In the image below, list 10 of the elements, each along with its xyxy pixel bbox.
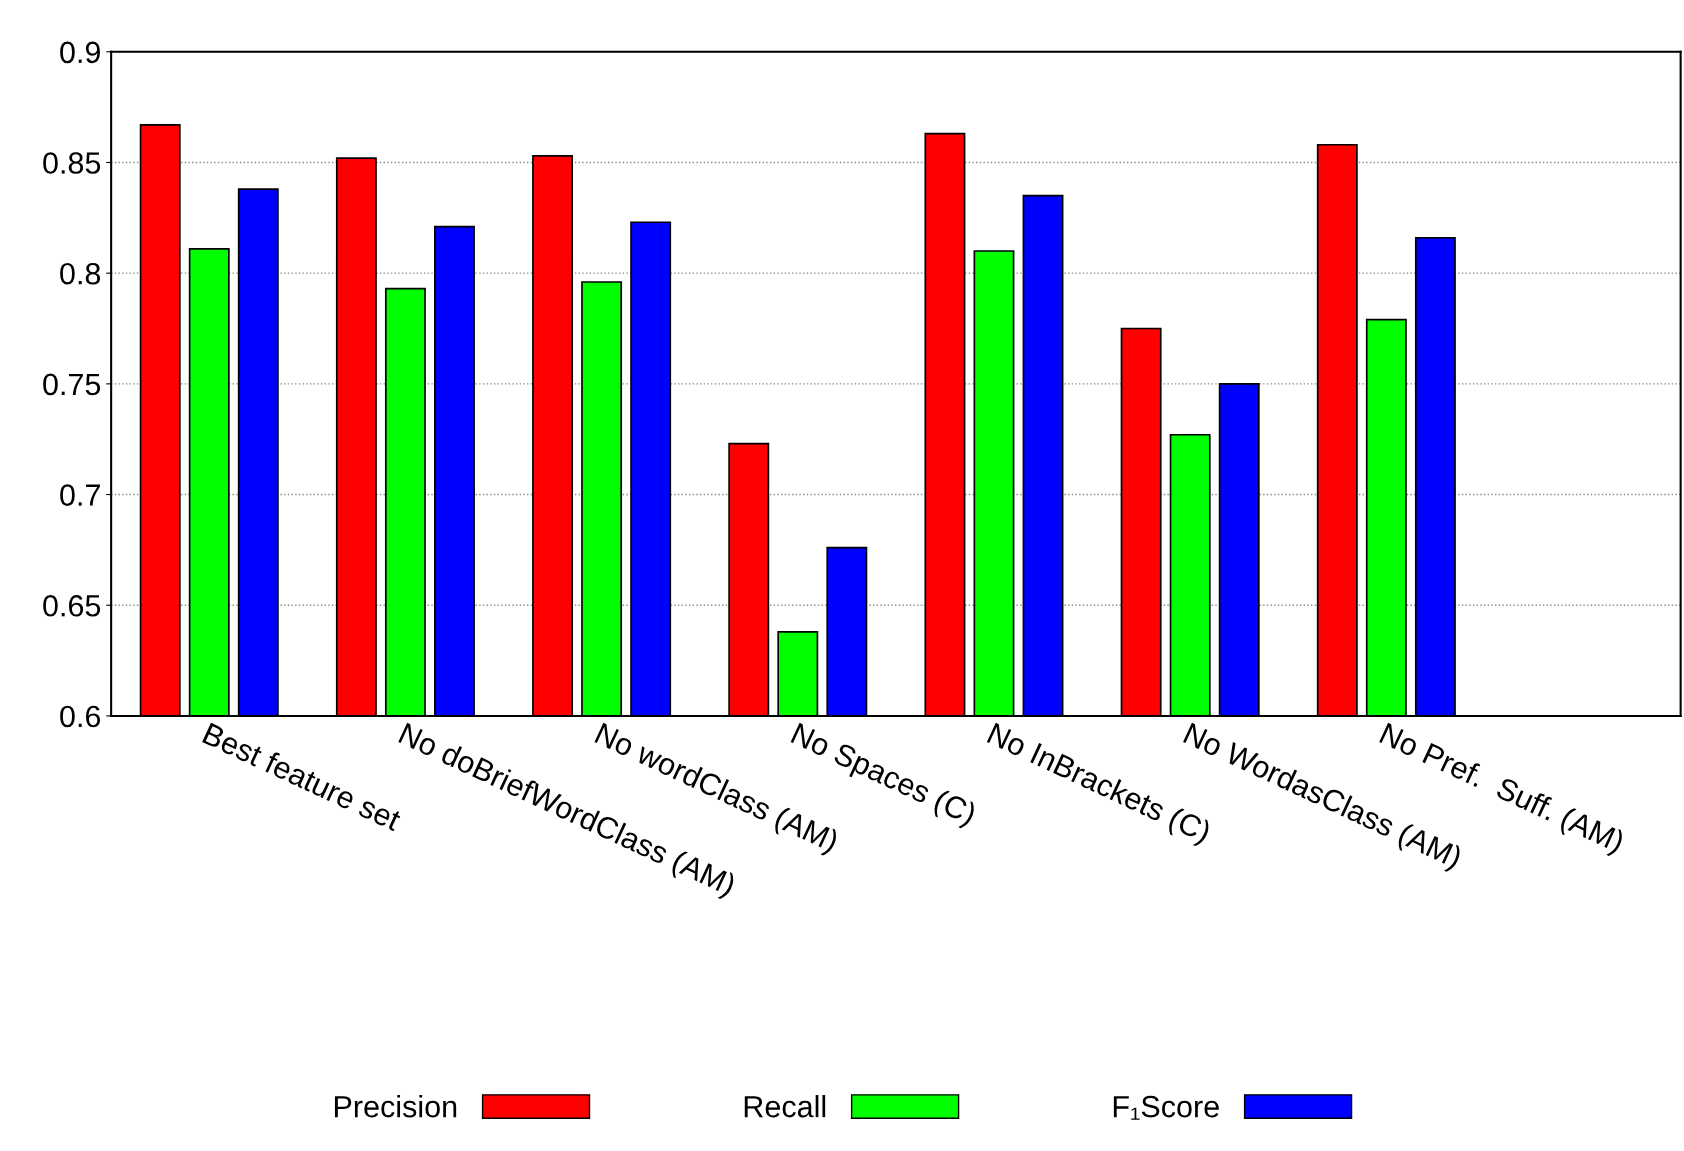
y-tick-label: 0.85 [43, 152, 101, 174]
legend-label: Recall [744, 1095, 826, 1118]
y-tick-label: 0.7 [60, 484, 100, 506]
y-tick-label: 0.9 [60, 41, 100, 64]
y-tick-label: 0.65 [43, 594, 101, 617]
y-tick-label: 0.8 [60, 262, 101, 285]
y-tick-label: 0.6 [60, 705, 101, 728]
legend-label: Precision [334, 1095, 457, 1118]
legend-label: F₁Score [1113, 1095, 1219, 1120]
y-tick-label: 0.75 [43, 373, 101, 396]
